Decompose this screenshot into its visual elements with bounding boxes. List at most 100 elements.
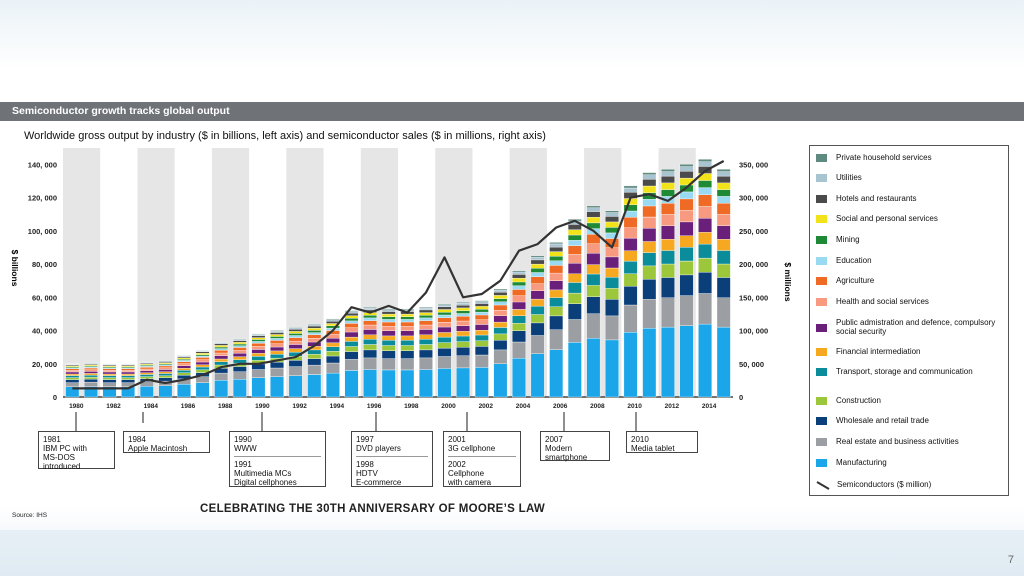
bar-segment (605, 267, 619, 278)
bar-segment (344, 351, 359, 360)
legend-swatch (816, 215, 827, 224)
bar-segment (288, 348, 303, 353)
bar-segment (567, 282, 582, 294)
bar-segment (307, 349, 322, 355)
x-tick-label: 2014 (702, 403, 717, 410)
bar-segment (400, 319, 415, 323)
bar-segment (512, 274, 526, 279)
semiconductor-line-path (72, 160, 725, 390)
bar-segment (586, 313, 601, 339)
bar-segment (716, 196, 731, 204)
bar-segment (363, 349, 377, 359)
bar-segment (512, 281, 526, 286)
bar-segment (698, 187, 712, 195)
bar-segment (251, 349, 266, 354)
bar-segment (419, 357, 433, 370)
x-tick-label: 1986 (181, 403, 196, 410)
x-tick-label: 1982 (106, 403, 121, 410)
annotation-line: 1991 (234, 460, 252, 469)
bar-segment (307, 330, 322, 333)
bar-segment (661, 326, 675, 398)
bar-segment (623, 261, 638, 274)
bar-segment (512, 358, 526, 398)
bar-segment (716, 202, 731, 215)
bar-segment (232, 339, 247, 341)
bar-segment (493, 363, 508, 398)
bar-segment (344, 336, 359, 342)
bar-segment (512, 301, 526, 310)
bar-segment (400, 350, 415, 359)
bar-segment (567, 263, 582, 274)
annotation-line: 2001 (448, 435, 466, 444)
bar-segment (177, 355, 191, 357)
bar-segment (456, 307, 470, 311)
x-tick-label: 2010 (627, 403, 642, 410)
bar-segment (419, 334, 433, 340)
bar-segment (381, 350, 396, 359)
bar-segment (642, 279, 657, 300)
x-tick-label: 1996 (367, 403, 382, 410)
bar-segment (679, 247, 694, 262)
bar-segment (716, 250, 731, 265)
bar-segment (716, 239, 731, 251)
x-tick-label: 2004 (516, 403, 531, 410)
legend-label: Manufacturing (836, 458, 887, 467)
y-tick-label: 0 (53, 393, 57, 402)
bar-segment (530, 298, 545, 307)
bar-segment (270, 343, 284, 348)
bar-segment (716, 326, 731, 398)
bar-segment (437, 303, 452, 305)
chart-subtitle: Worldwide gross output by industry ($ in… (24, 130, 546, 142)
bar-segment (456, 303, 470, 306)
bar-segment (567, 342, 582, 398)
bar-segment (344, 331, 359, 338)
bar-segment (642, 174, 657, 180)
bar-segment (400, 345, 415, 351)
bar-segment (195, 382, 210, 398)
bar-segment (605, 315, 619, 341)
bar-segment (158, 377, 173, 382)
legend-label: Mining (836, 235, 860, 244)
bar-segment (84, 373, 98, 376)
bar-segment (661, 202, 675, 215)
bar-segment (456, 335, 470, 342)
bar-segment (586, 217, 601, 224)
bar-segment (474, 340, 489, 347)
bar-segment (363, 334, 377, 340)
bar-segment (549, 289, 564, 298)
bar-segment (195, 364, 210, 368)
bar-segment (512, 330, 526, 343)
bar-segment (512, 285, 526, 290)
bar-segment (288, 327, 303, 330)
legend-swatch (816, 459, 827, 468)
bar-segment (419, 349, 433, 359)
annotation-line: MS-DOS (43, 453, 75, 462)
bar-segment (549, 246, 564, 252)
bar-segment (474, 367, 489, 398)
bar-segment (605, 247, 619, 258)
x-tick-label: 2000 (441, 403, 456, 410)
bar-segment (679, 191, 694, 200)
bar-segment (530, 305, 545, 315)
bar-segment (307, 328, 322, 331)
bar-segment (400, 335, 415, 341)
bar-segment (84, 374, 98, 378)
bar-segment (251, 343, 266, 347)
bar-segment (605, 210, 619, 213)
bar-segment (605, 299, 619, 317)
bar-segment (716, 297, 731, 328)
bar-segment (121, 377, 135, 380)
bar-segment (102, 377, 117, 380)
legend-item: Financial intermediation (816, 347, 921, 357)
bar-segment (307, 354, 322, 359)
bar-segment (512, 295, 526, 303)
year-band (137, 148, 175, 397)
bar-segment (623, 273, 638, 287)
bar-segment (270, 346, 284, 352)
bar-segment (716, 175, 731, 184)
bar-segment (698, 206, 712, 219)
bar-segment (456, 304, 470, 309)
bar-segment (363, 307, 377, 311)
bar-segment (232, 353, 247, 357)
bar-segment (344, 318, 359, 322)
